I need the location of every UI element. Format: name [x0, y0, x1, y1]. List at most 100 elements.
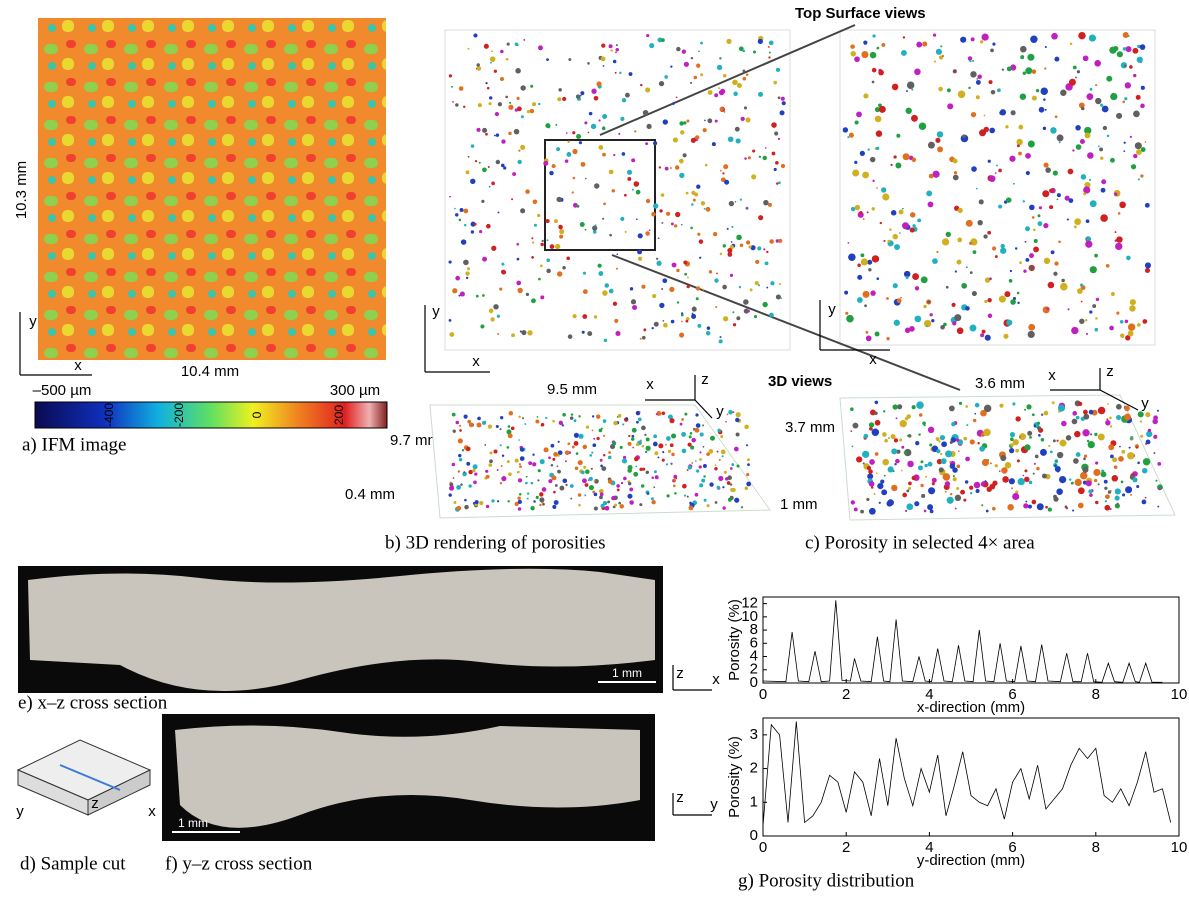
pore [1049, 188, 1054, 193]
pore [1141, 467, 1148, 474]
pore [1114, 503, 1120, 509]
pore [727, 136, 734, 143]
pore [1044, 108, 1047, 111]
pore [874, 107, 880, 113]
pore [696, 184, 701, 189]
pore [602, 114, 608, 119]
pore [702, 464, 707, 468]
pore [1108, 444, 1115, 451]
pore [603, 338, 608, 343]
pore [947, 103, 954, 110]
pore [1067, 308, 1070, 311]
pore [546, 268, 551, 274]
pore [852, 169, 860, 177]
pore [1135, 149, 1142, 156]
pore [1130, 493, 1133, 496]
pore [653, 434, 658, 439]
pore [562, 96, 567, 102]
pore [584, 494, 587, 497]
pore [1090, 433, 1093, 436]
pore [758, 215, 764, 221]
pore [464, 498, 467, 502]
pore [515, 68, 521, 74]
pore [1060, 89, 1067, 96]
pore [717, 428, 721, 433]
pore [725, 420, 727, 423]
pore [774, 131, 779, 136]
pore [1073, 458, 1079, 464]
pore [729, 273, 734, 277]
pore [465, 170, 470, 175]
scale-label: 1 mm [178, 816, 208, 830]
pore [969, 491, 973, 495]
pore [656, 257, 659, 260]
pore [1128, 446, 1131, 449]
pore [1074, 430, 1081, 438]
axis-letter: x [472, 353, 480, 370]
pore [931, 477, 937, 483]
pore [1077, 288, 1083, 294]
pore [537, 213, 541, 218]
pore [500, 465, 503, 467]
pore [722, 506, 726, 510]
pore [1145, 412, 1151, 418]
pore [599, 458, 603, 462]
pore [472, 464, 478, 470]
pore [1010, 437, 1014, 442]
pore [693, 75, 698, 80]
pore [755, 259, 760, 265]
pore [470, 144, 475, 148]
pore [527, 330, 533, 336]
pore [608, 451, 611, 454]
pore [1080, 106, 1085, 111]
pore [732, 311, 735, 314]
pore [914, 68, 921, 76]
pore [718, 458, 721, 461]
pore [1145, 439, 1151, 445]
y-tick-label: 1 [750, 793, 758, 810]
pore [571, 445, 575, 449]
pore [653, 486, 656, 489]
pore [1064, 195, 1070, 201]
pore [1120, 480, 1124, 484]
pore [1038, 106, 1045, 113]
pore [452, 101, 454, 103]
axis-letter: x [869, 351, 877, 368]
pore [474, 500, 479, 505]
pore [987, 298, 992, 303]
pore [676, 301, 680, 304]
pore [691, 462, 694, 464]
pore [645, 198, 651, 204]
pore [890, 433, 896, 440]
pore [691, 313, 697, 319]
pore [733, 91, 738, 97]
pore [675, 211, 681, 218]
pore [902, 222, 909, 230]
caption: a) IFM image [22, 434, 126, 455]
pore [1124, 319, 1129, 324]
pore [607, 455, 612, 460]
pore [602, 65, 605, 67]
pore [860, 258, 868, 266]
pore [474, 472, 478, 476]
pore [497, 332, 500, 335]
pore [491, 181, 495, 186]
pore [573, 419, 577, 423]
pore [781, 101, 786, 106]
pore [970, 37, 975, 42]
height-label: 10.3 mm [13, 161, 30, 219]
y-tick-label: 3 [750, 726, 758, 743]
pore [519, 456, 525, 461]
pore [882, 193, 890, 201]
pore [495, 133, 500, 137]
pore [684, 272, 688, 276]
pore [467, 155, 470, 158]
pore [723, 164, 729, 170]
pore [508, 104, 514, 110]
pore [736, 464, 740, 468]
pore [1087, 152, 1094, 159]
pore [591, 88, 597, 94]
pore [976, 78, 979, 80]
pore [679, 121, 684, 126]
pore [661, 411, 666, 416]
